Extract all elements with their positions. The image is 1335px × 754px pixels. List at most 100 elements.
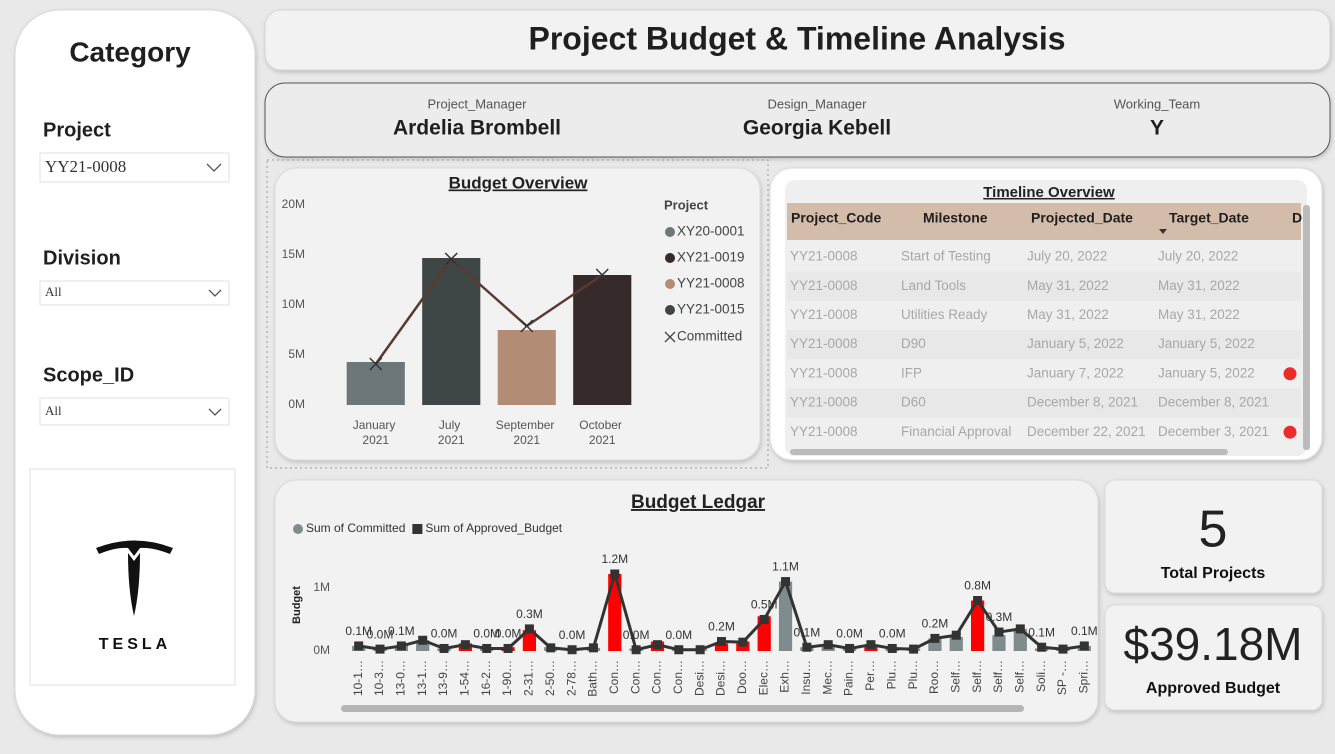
- data-label: 0.0M: [836, 627, 863, 641]
- table-cell: May 31, 2022: [1158, 307, 1240, 322]
- marker: [909, 644, 919, 654]
- marker: [524, 624, 534, 634]
- x-tick-label: 2-50…: [543, 660, 557, 696]
- column-header: Target_Date: [1169, 210, 1249, 226]
- table-cell: YY21-0008: [790, 424, 858, 439]
- bar: [346, 362, 405, 405]
- marker: [738, 637, 748, 647]
- y-tick-label: 0M: [288, 397, 305, 411]
- x-tick-label: Con…: [607, 660, 621, 694]
- y-tick-label: 5M: [288, 347, 305, 361]
- data-label: 0.3M: [986, 610, 1013, 624]
- logo-text: TESLA: [99, 636, 171, 653]
- kpi-value: $39.18M: [1123, 618, 1302, 670]
- x-tick-label: SP -…: [1055, 660, 1069, 695]
- legend-label: Sum of Committed: [306, 521, 405, 535]
- marker: [369, 357, 383, 371]
- table-row-band: [787, 271, 1301, 301]
- table-cell: May 31, 2022: [1027, 307, 1109, 322]
- legend-swatch: [665, 253, 675, 263]
- marker: [444, 252, 458, 266]
- marker: [503, 643, 513, 653]
- data-label: 0.1M: [345, 624, 372, 638]
- data-label: 1.1M: [772, 560, 799, 574]
- data-label: 0.1M: [794, 625, 821, 639]
- data-label: 0.1M: [388, 624, 415, 638]
- data-label: 0.5M: [751, 598, 778, 612]
- x-tick-label: Roo…: [927, 660, 941, 694]
- marker: [396, 641, 406, 651]
- bar: [949, 637, 963, 651]
- data-label: 0.2M: [922, 617, 949, 631]
- bar: [573, 275, 632, 405]
- data-label: 1.2M: [601, 552, 628, 566]
- y-tick-label: 10M: [282, 297, 305, 311]
- legend-title: Project: [664, 197, 709, 212]
- table-cell: January 5, 2022: [1027, 336, 1124, 351]
- x-tick-label: Desi…: [692, 660, 706, 696]
- status-flag: [1283, 425, 1297, 439]
- x-tick-label: 13-0…: [394, 660, 408, 696]
- table-cell: May 31, 2022: [1027, 278, 1109, 293]
- chart-title: Budget Ledgar: [631, 492, 766, 513]
- table-cell: IFP: [901, 365, 922, 380]
- column-header: Projected_Date: [1031, 210, 1133, 226]
- filter-dropdown[interactable]: [39, 397, 230, 426]
- bar: [522, 630, 537, 651]
- marker: [482, 643, 492, 653]
- data-label: 0.0M: [431, 627, 458, 641]
- y-tick-label: 15M: [282, 247, 305, 261]
- marker: [631, 645, 641, 655]
- marker: [610, 569, 620, 579]
- y-axis-label: Budget: [291, 586, 303, 624]
- kpi-card: [1104, 479, 1323, 594]
- table-cell: D90: [901, 336, 926, 351]
- marker: [951, 630, 961, 640]
- page-title: Project Budget & Timeline Analysis: [528, 20, 1065, 56]
- y-tick-label: 1M: [313, 580, 330, 594]
- vertical-scrollbar[interactable]: [1303, 205, 1310, 450]
- data-label: 0.3M: [516, 607, 543, 621]
- horizontal-scrollbar[interactable]: [341, 705, 1024, 712]
- horizontal-scrollbar[interactable]: [790, 449, 1228, 455]
- data-label: 0.0M: [559, 628, 586, 642]
- marker: [652, 640, 662, 650]
- table-cell: December 3, 2021: [1158, 424, 1269, 439]
- data-label: 0.0M: [495, 627, 522, 641]
- table-cell: YY21-0008: [790, 249, 858, 264]
- marker: [994, 627, 1004, 637]
- x-tick-label: Per…: [863, 660, 877, 691]
- bar: [497, 330, 556, 405]
- marker: [887, 643, 897, 653]
- line: [374, 257, 603, 365]
- y-tick-label: 0M: [313, 643, 330, 657]
- data-label: 0.1M: [1028, 625, 1055, 639]
- marker: [520, 319, 534, 333]
- table-row-band: [787, 330, 1301, 360]
- table-cell: December 22, 2021: [1027, 424, 1146, 439]
- legend-swatch: [664, 331, 676, 343]
- marker: [546, 643, 556, 653]
- dropdown-chevron: [208, 408, 222, 416]
- table-cell: Utilities Ready: [901, 307, 988, 322]
- x-tick-label: Spri…: [1077, 660, 1091, 693]
- bar: [970, 600, 985, 651]
- filter-value: All: [45, 284, 62, 299]
- ledger-panel: [274, 479, 1099, 723]
- column-header: Project_Code: [791, 210, 881, 226]
- marker: [375, 644, 385, 654]
- bar: [778, 581, 793, 651]
- marker: [845, 643, 855, 653]
- card-value: Georgia Kebell: [743, 117, 891, 140]
- table-cell: YY21-0008: [790, 307, 858, 322]
- x-tick-label: Exh…: [778, 660, 792, 693]
- filter-dropdown[interactable]: [39, 280, 230, 306]
- marker: [823, 640, 833, 650]
- x-tick-label: Self…: [991, 660, 1005, 693]
- marker: [439, 643, 449, 653]
- marker: [595, 268, 609, 282]
- filter-dropdown[interactable]: [39, 152, 230, 183]
- marker: [781, 577, 791, 587]
- marker: [674, 645, 684, 655]
